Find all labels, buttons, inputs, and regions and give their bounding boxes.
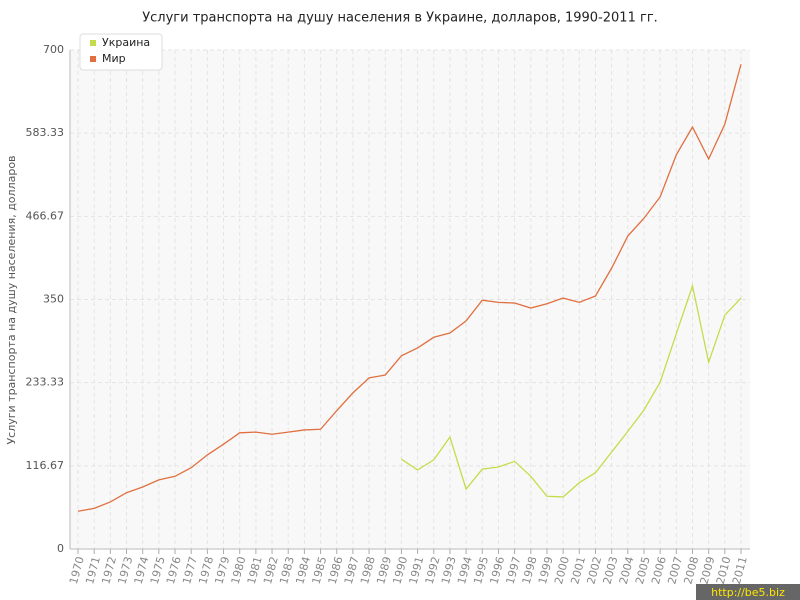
y-tick-label: 116.67 <box>26 459 65 472</box>
legend-box <box>79 33 163 71</box>
watermark: http://be5.biz <box>711 586 785 599</box>
legend-swatch <box>90 40 96 46</box>
legend-label: Украина <box>102 36 150 49</box>
line <box>401 283 742 498</box>
y-tick-label: 583.33 <box>26 126 65 139</box>
legend-label: Мир <box>102 52 126 65</box>
legend-swatch <box>90 56 96 62</box>
y-tick-label: 233.33 <box>26 376 65 389</box>
y-tick-label: 700 <box>43 43 64 56</box>
chart-title: Услуги транспорта на душу населения в Ук… <box>142 11 658 26</box>
y-tick-label: 350 <box>43 293 64 306</box>
watermark-bg <box>696 584 800 600</box>
line <box>77 64 742 512</box>
y-axis-label: Услуги транспорта на душу населения, дол… <box>5 155 18 444</box>
y-tick-label: 466.67 <box>26 209 65 222</box>
y-tick-label: 0 <box>57 542 64 555</box>
legend: Украина Мир <box>79 33 163 71</box>
